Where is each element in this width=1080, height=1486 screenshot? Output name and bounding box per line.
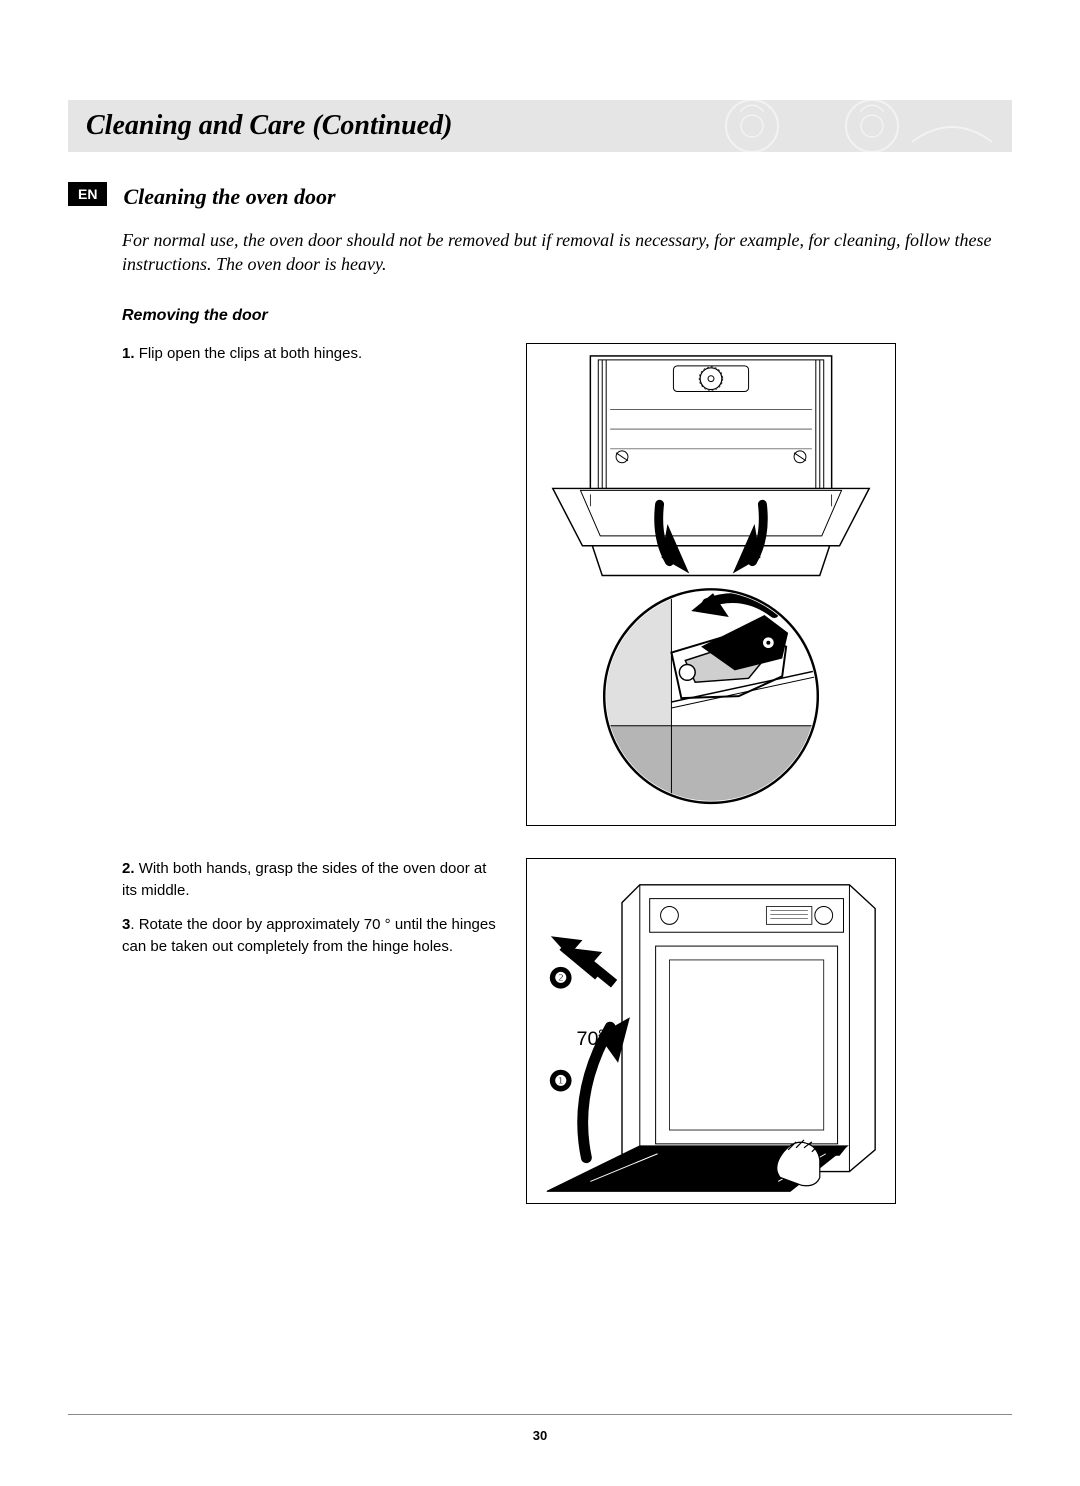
section-title: Cleaning the oven door <box>123 182 335 210</box>
marker-2: ❷ <box>554 970 566 986</box>
step-1-text: 1. Flip open the clips at both hinges. <box>122 343 502 377</box>
page-number: 30 <box>533 1428 547 1443</box>
angle-label: 70˚ <box>577 1028 606 1050</box>
step-1-number: 1. <box>122 345 135 362</box>
figure-2: ❷ ❶ 70˚ <box>526 858 896 1203</box>
step-2-line: 2. With both hands, grasp the sides of t… <box>122 858 502 902</box>
hinge-clip-illustration <box>533 350 889 815</box>
door-rotate-illustration: ❷ ❶ 70˚ <box>533 865 889 1191</box>
header-title: Cleaning and Care (Continued) <box>86 110 994 142</box>
intro-paragraph: For normal use, the oven door should not… <box>122 228 1012 277</box>
page-footer: 30 <box>68 1414 1012 1445</box>
step-1-line: 1. Flip open the clips at both hinges. <box>122 343 502 365</box>
step-2-3-text: 2. With both hands, grasp the sides of t… <box>122 858 502 969</box>
figure-1-frame <box>526 343 896 827</box>
section-header: Cleaning and Care (Continued) <box>68 100 1012 152</box>
step-2-body: With both hands, grasp the sides of the … <box>122 860 486 899</box>
step-3-body: Rotate the door by approximately 70 ° un… <box>122 916 496 955</box>
step-2-3-row: 2. With both hands, grasp the sides of t… <box>122 858 1012 1203</box>
language-badge: EN <box>68 182 107 206</box>
marker-1: ❶ <box>554 1073 566 1089</box>
step-2-number: 2. <box>122 860 135 877</box>
step-1-row: 1. Flip open the clips at both hinges. <box>122 343 1012 827</box>
subsection-title: Removing the door <box>122 307 1012 325</box>
title-row: EN Cleaning the oven door <box>68 182 1012 210</box>
figure-1 <box>526 343 896 827</box>
figure-2-frame: ❷ ❶ 70˚ <box>526 858 896 1203</box>
step-1-body: Flip open the clips at both hinges. <box>139 345 362 362</box>
step-3-line: 3. Rotate the door by approximately 70 °… <box>122 914 502 958</box>
step-3-dot: . <box>130 916 134 933</box>
